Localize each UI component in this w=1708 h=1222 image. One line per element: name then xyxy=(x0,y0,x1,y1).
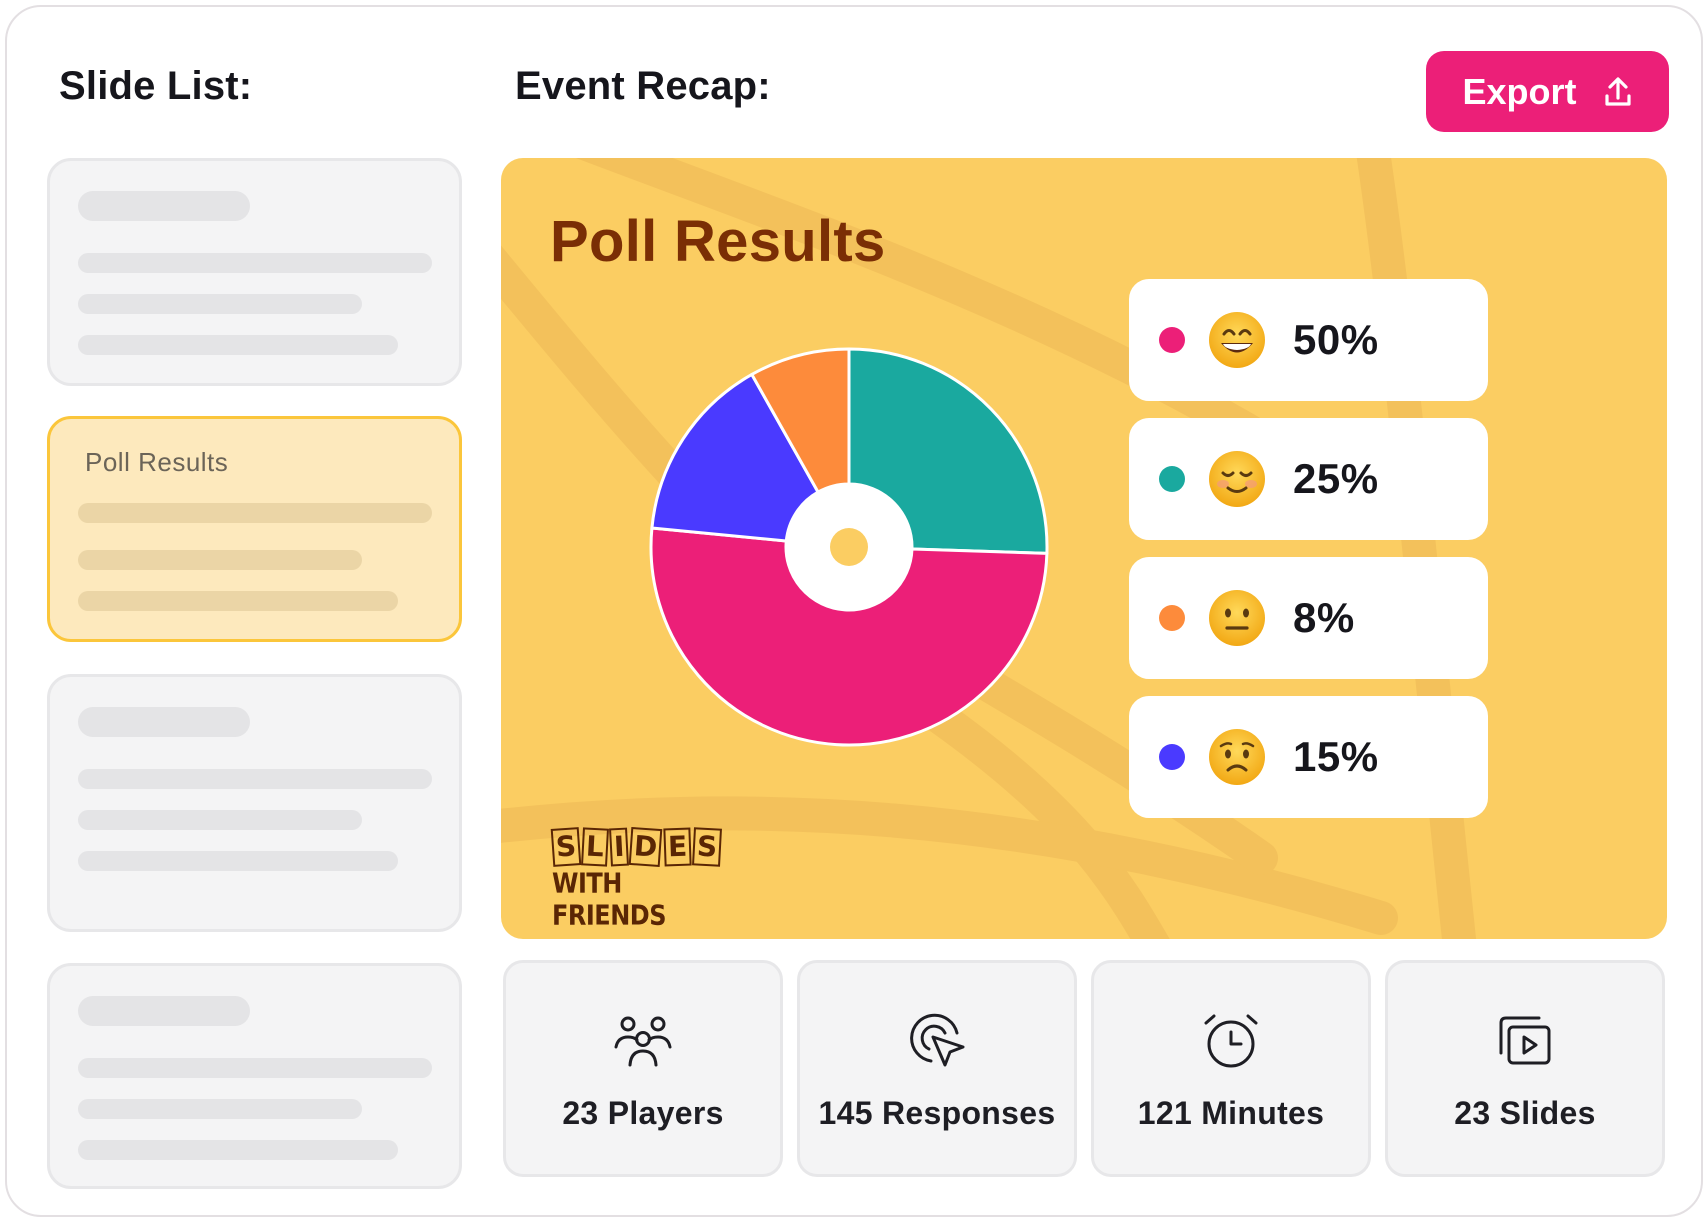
neutral-face-icon xyxy=(1209,590,1265,646)
legend-value: 50% xyxy=(1293,316,1379,363)
poll-donut-chart xyxy=(649,347,1049,747)
slides-play-icon xyxy=(1499,1016,1551,1065)
legend-item: 25% xyxy=(1129,418,1488,540)
stat-card-minutes: 121 Minutes xyxy=(1091,960,1371,1177)
skeleton-line xyxy=(78,1099,362,1119)
pie-slice xyxy=(650,372,820,543)
alarm-clock-icon xyxy=(1204,1014,1258,1068)
click-icon xyxy=(910,1013,965,1067)
worried-face-icon xyxy=(1209,729,1265,785)
skeleton-line xyxy=(78,810,362,830)
skeleton-line xyxy=(78,294,362,314)
legend-value: 8% xyxy=(1293,594,1355,641)
pie-slice xyxy=(750,347,851,494)
upload-icon xyxy=(1603,76,1633,108)
slide-thumbnail-selected[interactable]: Poll Results xyxy=(47,416,462,642)
legend-item: 8% xyxy=(1129,557,1488,679)
skeleton-line xyxy=(78,769,432,789)
orange-dot-icon xyxy=(1159,605,1185,631)
donut-center-dot xyxy=(830,528,868,566)
stat-card-slides: 23 Slides xyxy=(1385,960,1665,1177)
skeleton-line xyxy=(78,591,398,611)
slide-thumbnail[interactable] xyxy=(47,158,462,386)
skeleton-line xyxy=(78,996,250,1026)
logo-letter-tile: E xyxy=(663,827,692,867)
logo-subtitle: WITH FRIENDS xyxy=(552,867,667,932)
legend-value: 15% xyxy=(1293,733,1379,780)
grinning-face-icon xyxy=(1209,312,1265,368)
stat-card-responses: 145 Responses xyxy=(797,960,1077,1177)
slide-thumbnail[interactable] xyxy=(47,963,462,1189)
smiling-face-icon xyxy=(1209,451,1265,507)
logo-letter-tile: D xyxy=(629,826,663,868)
slide-preview: Poll Results 50% 25% xyxy=(501,158,1667,939)
logo-letter-tile: I xyxy=(609,827,630,867)
logo-letter-tile: S xyxy=(550,827,582,867)
stat-card-players: 23 Players xyxy=(503,960,783,1177)
pie-slice xyxy=(649,526,1049,747)
stat-label: 121 Minutes xyxy=(1137,1095,1325,1131)
legend-item: 15% xyxy=(1129,696,1488,818)
poll-title: Poll Results xyxy=(550,209,886,274)
export-button[interactable]: Export xyxy=(1426,51,1669,132)
legend-item: 50% xyxy=(1129,279,1488,401)
skeleton-line xyxy=(78,550,362,570)
slide-thumbnail[interactable] xyxy=(47,674,462,932)
skeleton-line xyxy=(78,1058,432,1078)
export-label: Export xyxy=(1462,70,1577,112)
stat-label: 23 Slides xyxy=(1454,1095,1596,1131)
pie-slice xyxy=(847,347,1049,555)
event-recap-heading: Event Recap: xyxy=(515,64,771,108)
skeleton-line xyxy=(78,335,398,355)
players-icon xyxy=(614,1016,672,1067)
skeleton-line xyxy=(78,503,432,523)
skeleton-line xyxy=(78,707,250,737)
logo-letter-tile: L xyxy=(581,827,609,867)
skeleton-line xyxy=(78,1140,398,1160)
skeleton-line xyxy=(78,253,432,273)
teal-dot-icon xyxy=(1159,466,1185,492)
logo-letter-tile: S xyxy=(691,827,722,867)
blue-dot-icon xyxy=(1159,744,1185,770)
skeleton-line xyxy=(78,191,250,221)
pink-dot-icon xyxy=(1159,327,1185,353)
slide-thumbnail-label: Poll Results xyxy=(85,447,229,477)
stat-label: 145 Responses xyxy=(818,1095,1056,1131)
legend-value: 25% xyxy=(1293,455,1379,502)
stat-label: 23 Players xyxy=(562,1095,724,1131)
skeleton-line xyxy=(78,851,398,871)
slide-list-heading: Slide List: xyxy=(59,64,253,108)
